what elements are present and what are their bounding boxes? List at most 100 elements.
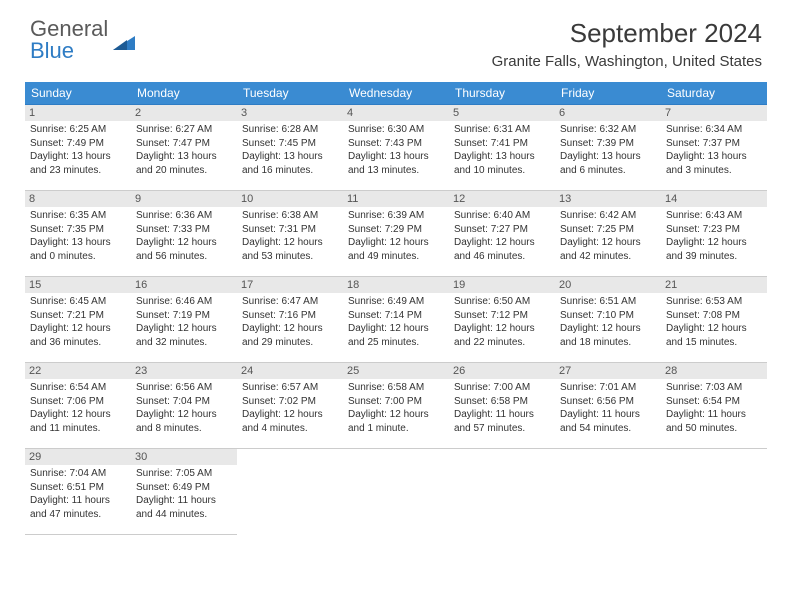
day-d2: and 50 minutes. [666, 422, 762, 436]
day-d1: Daylight: 12 hours [454, 236, 550, 250]
day-sunset: Sunset: 7:43 PM [348, 137, 444, 151]
day-d2: and 36 minutes. [30, 336, 126, 350]
calendar-cell [449, 449, 555, 535]
day-sunset: Sunset: 7:04 PM [136, 395, 232, 409]
day-d1: Daylight: 13 hours [666, 150, 762, 164]
day-sunrise: Sunrise: 6:25 AM [30, 123, 126, 137]
day-sunset: Sunset: 7:00 PM [348, 395, 444, 409]
calendar-cell: 15Sunrise: 6:45 AMSunset: 7:21 PMDayligh… [25, 277, 131, 363]
calendar-cell: 8Sunrise: 6:35 AMSunset: 7:35 PMDaylight… [25, 191, 131, 277]
day-d2: and 54 minutes. [560, 422, 656, 436]
calendar-cell: 23Sunrise: 6:56 AMSunset: 7:04 PMDayligh… [131, 363, 237, 449]
day-d2: and 29 minutes. [242, 336, 338, 350]
day-d1: Daylight: 12 hours [666, 236, 762, 250]
day-sunrise: Sunrise: 6:30 AM [348, 123, 444, 137]
day-d2: and 11 minutes. [30, 422, 126, 436]
calendar-cell [343, 449, 449, 535]
day-d2: and 42 minutes. [560, 250, 656, 264]
day-d2: and 49 minutes. [348, 250, 444, 264]
calendar-cell: 1Sunrise: 6:25 AMSunset: 7:49 PMDaylight… [25, 105, 131, 191]
calendar-cell: 17Sunrise: 6:47 AMSunset: 7:16 PMDayligh… [237, 277, 343, 363]
weekday-header: Monday [131, 82, 237, 105]
day-sunset: Sunset: 6:56 PM [560, 395, 656, 409]
day-d2: and 6 minutes. [560, 164, 656, 178]
day-number: 20 [555, 277, 661, 293]
day-d1: Daylight: 12 hours [348, 408, 444, 422]
calendar-cell: 29Sunrise: 7:04 AMSunset: 6:51 PMDayligh… [25, 449, 131, 535]
day-number: 26 [449, 363, 555, 379]
day-d1: Daylight: 13 hours [30, 150, 126, 164]
day-sunset: Sunset: 7:33 PM [136, 223, 232, 237]
day-sunrise: Sunrise: 6:53 AM [666, 295, 762, 309]
day-sunset: Sunset: 7:12 PM [454, 309, 550, 323]
day-d1: Daylight: 13 hours [136, 150, 232, 164]
day-number: 12 [449, 191, 555, 207]
day-sunset: Sunset: 7:31 PM [242, 223, 338, 237]
day-sunrise: Sunrise: 6:35 AM [30, 209, 126, 223]
calendar-cell: 11Sunrise: 6:39 AMSunset: 7:29 PMDayligh… [343, 191, 449, 277]
day-number: 16 [131, 277, 237, 293]
day-number: 22 [25, 363, 131, 379]
day-d2: and 4 minutes. [242, 422, 338, 436]
day-d2: and 10 minutes. [454, 164, 550, 178]
calendar-cell [237, 449, 343, 535]
day-sunset: Sunset: 6:58 PM [454, 395, 550, 409]
day-sunset: Sunset: 7:37 PM [666, 137, 762, 151]
day-sunrise: Sunrise: 6:51 AM [560, 295, 656, 309]
day-number: 9 [131, 191, 237, 207]
day-d1: Daylight: 11 hours [454, 408, 550, 422]
day-number: 21 [661, 277, 767, 293]
day-sunset: Sunset: 7:47 PM [136, 137, 232, 151]
day-number: 4 [343, 105, 449, 121]
calendar-cell: 28Sunrise: 7:03 AMSunset: 6:54 PMDayligh… [661, 363, 767, 449]
calendar-cell: 4Sunrise: 6:30 AMSunset: 7:43 PMDaylight… [343, 105, 449, 191]
calendar-cell: 30Sunrise: 7:05 AMSunset: 6:49 PMDayligh… [131, 449, 237, 535]
day-d1: Daylight: 11 hours [136, 494, 232, 508]
day-sunrise: Sunrise: 6:43 AM [666, 209, 762, 223]
day-sunset: Sunset: 7:35 PM [30, 223, 126, 237]
day-d2: and 22 minutes. [454, 336, 550, 350]
day-d2: and 23 minutes. [30, 164, 126, 178]
day-sunset: Sunset: 7:29 PM [348, 223, 444, 237]
day-d1: Daylight: 12 hours [560, 322, 656, 336]
day-number: 18 [343, 277, 449, 293]
calendar-cell: 19Sunrise: 6:50 AMSunset: 7:12 PMDayligh… [449, 277, 555, 363]
day-sunset: Sunset: 7:45 PM [242, 137, 338, 151]
calendar-cell: 13Sunrise: 6:42 AMSunset: 7:25 PMDayligh… [555, 191, 661, 277]
day-sunrise: Sunrise: 7:01 AM [560, 381, 656, 395]
day-sunset: Sunset: 7:02 PM [242, 395, 338, 409]
logo-text-blue: Blue [30, 40, 108, 62]
calendar-cell: 5Sunrise: 6:31 AMSunset: 7:41 PMDaylight… [449, 105, 555, 191]
calendar-cell: 25Sunrise: 6:58 AMSunset: 7:00 PMDayligh… [343, 363, 449, 449]
day-sunrise: Sunrise: 6:54 AM [30, 381, 126, 395]
day-d2: and 46 minutes. [454, 250, 550, 264]
day-sunset: Sunset: 7:23 PM [666, 223, 762, 237]
day-number: 3 [237, 105, 343, 121]
day-d2: and 8 minutes. [136, 422, 232, 436]
day-d2: and 13 minutes. [348, 164, 444, 178]
calendar-row: 1Sunrise: 6:25 AMSunset: 7:49 PMDaylight… [25, 105, 767, 191]
day-number: 10 [237, 191, 343, 207]
day-sunrise: Sunrise: 7:00 AM [454, 381, 550, 395]
day-d1: Daylight: 12 hours [30, 408, 126, 422]
calendar-row: 15Sunrise: 6:45 AMSunset: 7:21 PMDayligh… [25, 277, 767, 363]
calendar-cell: 27Sunrise: 7:01 AMSunset: 6:56 PMDayligh… [555, 363, 661, 449]
day-d1: Daylight: 12 hours [30, 322, 126, 336]
day-sunset: Sunset: 7:25 PM [560, 223, 656, 237]
day-sunset: Sunset: 7:49 PM [30, 137, 126, 151]
calendar-table: Sunday Monday Tuesday Wednesday Thursday… [25, 82, 767, 535]
weekday-header: Saturday [661, 82, 767, 105]
day-d2: and 25 minutes. [348, 336, 444, 350]
calendar-cell: 22Sunrise: 6:54 AMSunset: 7:06 PMDayligh… [25, 363, 131, 449]
day-d1: Daylight: 13 hours [560, 150, 656, 164]
calendar-cell: 16Sunrise: 6:46 AMSunset: 7:19 PMDayligh… [131, 277, 237, 363]
day-d2: and 47 minutes. [30, 508, 126, 522]
day-number: 23 [131, 363, 237, 379]
day-sunrise: Sunrise: 6:40 AM [454, 209, 550, 223]
day-number: 30 [131, 449, 237, 465]
calendar-cell: 14Sunrise: 6:43 AMSunset: 7:23 PMDayligh… [661, 191, 767, 277]
day-number: 2 [131, 105, 237, 121]
logo-triangle-icon [113, 32, 135, 50]
day-number: 27 [555, 363, 661, 379]
calendar-cell [661, 449, 767, 535]
